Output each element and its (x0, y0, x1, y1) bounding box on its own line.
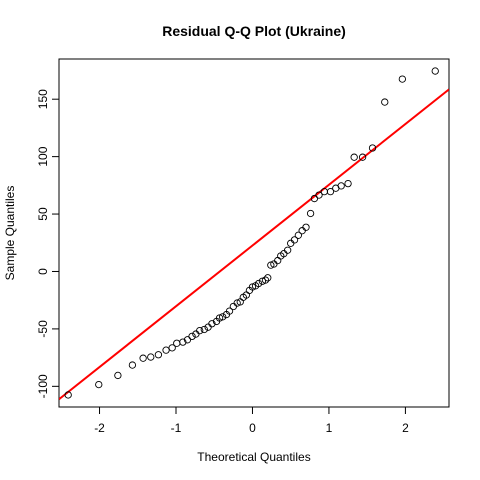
data-point (95, 380, 103, 389)
data-point (225, 307, 234, 315)
y-tick-label: -100 (36, 374, 50, 398)
data-point (254, 279, 263, 288)
data-point (294, 231, 303, 239)
data-point (215, 314, 224, 322)
data-point (162, 346, 170, 354)
x-axis: -2 -1 0 1 2 (94, 406, 409, 435)
x-tick-label: 0 (249, 421, 256, 435)
data-point (261, 276, 270, 284)
data-point (337, 182, 345, 190)
data-point (154, 351, 163, 359)
data-point (196, 326, 204, 335)
data-point (258, 277, 267, 285)
data-point (350, 153, 358, 161)
data-point (310, 194, 319, 203)
data-point (208, 320, 216, 328)
y-axis-label: Sample Quantiles (3, 186, 17, 281)
data-point (358, 153, 367, 161)
y-tick-label: 0 (36, 268, 50, 275)
data-point (188, 332, 196, 341)
data-point (248, 283, 257, 291)
data-point (114, 371, 122, 380)
data-point (168, 344, 176, 352)
data-point (233, 299, 241, 307)
y-tick-label: 150 (36, 89, 50, 109)
y-axis: -100 -50 0 50 100 150 (36, 89, 60, 398)
data-point (218, 313, 227, 321)
data-point (344, 179, 352, 188)
data-point (302, 223, 310, 231)
y-tick-label: 100 (36, 146, 50, 166)
data-point (200, 325, 208, 334)
data-point (139, 354, 147, 362)
data-point (290, 236, 299, 244)
data-point (368, 144, 377, 152)
x-tick-label: 1 (326, 421, 333, 435)
data-point (283, 246, 292, 254)
data-point (315, 191, 323, 199)
data-point (431, 67, 439, 75)
data-point (381, 98, 389, 106)
data-point (179, 338, 187, 346)
data-point (326, 188, 335, 196)
x-tick-label: -2 (94, 421, 105, 435)
data-point (306, 209, 315, 218)
data-point (183, 336, 192, 344)
x-tick-label: -1 (171, 421, 182, 435)
chart-title: Residual Q-Q Plot (Ukraine) (162, 23, 346, 39)
data-point (147, 353, 155, 361)
x-axis-label: Theoretical Quantiles (197, 450, 310, 464)
data-point (267, 261, 275, 269)
data-point (128, 361, 137, 369)
data-point (264, 274, 272, 282)
reference-line (59, 88, 449, 401)
x-tick-label: 2 (402, 421, 409, 435)
data-points (64, 67, 439, 399)
y-tick-label: -50 (36, 320, 50, 338)
data-point (64, 391, 72, 399)
y-tick-label: 50 (36, 207, 50, 221)
reference-line-group (59, 88, 449, 401)
data-point (398, 75, 407, 83)
